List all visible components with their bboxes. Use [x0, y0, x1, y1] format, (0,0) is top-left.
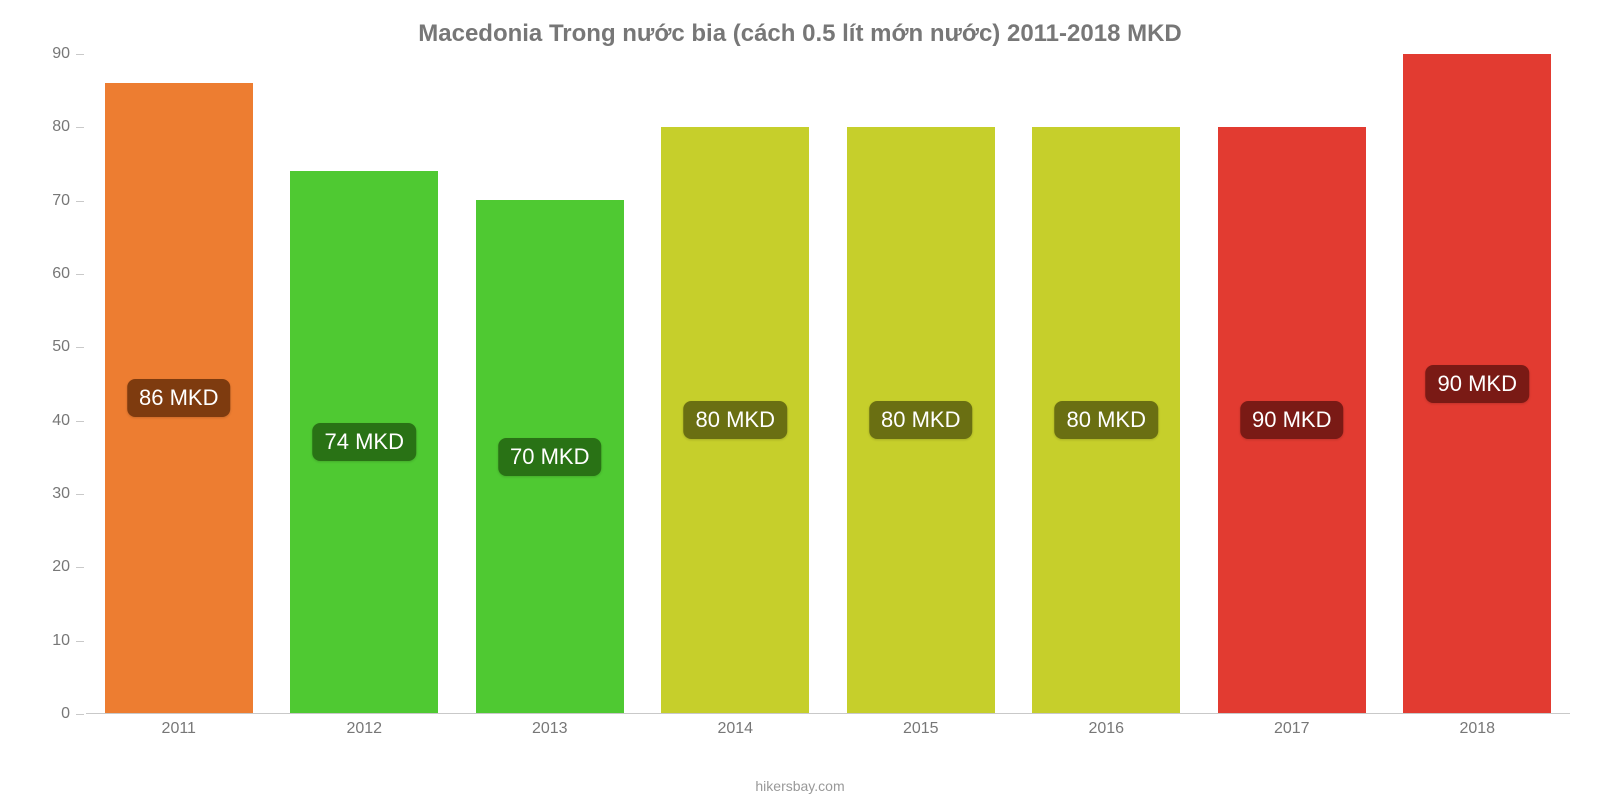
- y-tick-mark: [76, 201, 84, 202]
- y-tick-label: 30: [52, 485, 70, 503]
- bar: 86 MKD: [105, 83, 253, 713]
- bar: 90 MKD: [1403, 54, 1551, 713]
- x-tick-label: 2015: [828, 714, 1014, 738]
- y-tick-mark: [76, 421, 84, 422]
- chart-title: Macedonia Trong nước bia (cách 0.5 lít m…: [30, 20, 1570, 48]
- x-tick-label: 2011: [86, 714, 272, 738]
- bar-slot: 80 MKD: [828, 54, 1014, 713]
- bar: 70 MKD: [476, 200, 624, 713]
- grid-area: 86 MKD 74 MKD 70 MKD 80 MKD 80 MKD 80 MKD 90 M…: [86, 54, 1570, 714]
- y-tick-label: 50: [52, 338, 70, 356]
- bar-slot: 80 MKD: [643, 54, 829, 713]
- x-tick-label: 2018: [1385, 714, 1571, 738]
- bar-value-label: 80 MKD: [683, 401, 786, 439]
- x-tick-label: 2012: [272, 714, 458, 738]
- bar: 80 MKD: [1032, 127, 1180, 713]
- bar-slot: 86 MKD: [86, 54, 272, 713]
- plot-area: 0102030405060708090 86 MKD74 MKD70 MKD80…: [30, 54, 1570, 744]
- y-tick-mark: [76, 714, 84, 715]
- y-tick-label: 70: [52, 192, 70, 210]
- bar-value-label: 80 MKD: [869, 401, 972, 439]
- bar-slot: 90 MKD: [1385, 54, 1571, 713]
- chart-footer: hikersbay.com: [0, 778, 1600, 794]
- y-tick-mark: [76, 494, 84, 495]
- x-tick-label: 2014: [643, 714, 829, 738]
- bar-chart: Macedonia Trong nước bia (cách 0.5 lít m…: [0, 0, 1600, 800]
- y-tick-label: 60: [52, 265, 70, 283]
- y-tick-label: 10: [52, 632, 70, 650]
- y-tick-mark: [76, 567, 84, 568]
- y-tick-label: 40: [52, 412, 70, 430]
- y-tick-mark: [76, 127, 84, 128]
- bar-value-label: 90 MKD: [1425, 365, 1528, 403]
- y-tick-mark: [76, 274, 84, 275]
- bar-slot: 70 MKD: [457, 54, 643, 713]
- bar: 80 MKD: [661, 127, 809, 713]
- y-tick-label: 0: [61, 705, 70, 723]
- bar-slot: 80 MKD: [1014, 54, 1200, 713]
- y-tick-mark: [76, 641, 84, 642]
- y-tick-label: 90: [52, 45, 70, 63]
- bar-slot: 90 MKD: [1199, 54, 1385, 713]
- x-tick-label: 2017: [1199, 714, 1385, 738]
- bar-slot: 74 MKD: [272, 54, 458, 713]
- x-tick-label: 2013: [457, 714, 643, 738]
- bar-value-label: 74 MKD: [312, 423, 415, 461]
- y-tick-mark: [76, 347, 84, 348]
- bar: 80 MKD: [847, 127, 995, 713]
- y-tick-mark: [76, 54, 84, 55]
- y-tick-label: 80: [52, 118, 70, 136]
- y-axis: 0102030405060708090: [30, 54, 76, 714]
- bars-container: 86 MKD 74 MKD 70 MKD 80 MKD 80 MKD 80 MKD 90 M…: [86, 54, 1570, 713]
- bar-value-label: 86 MKD: [127, 379, 230, 417]
- x-tick-label: 2016: [1014, 714, 1200, 738]
- y-tick-label: 20: [52, 558, 70, 576]
- bar-value-label: 80 MKD: [1054, 401, 1157, 439]
- x-axis: 20112012201320142015201620172018: [86, 714, 1570, 744]
- bar-value-label: 70 MKD: [498, 438, 601, 476]
- bar-value-label: 90 MKD: [1240, 401, 1343, 439]
- bar: 90 MKD: [1218, 127, 1366, 713]
- bar: 74 MKD: [290, 171, 438, 713]
